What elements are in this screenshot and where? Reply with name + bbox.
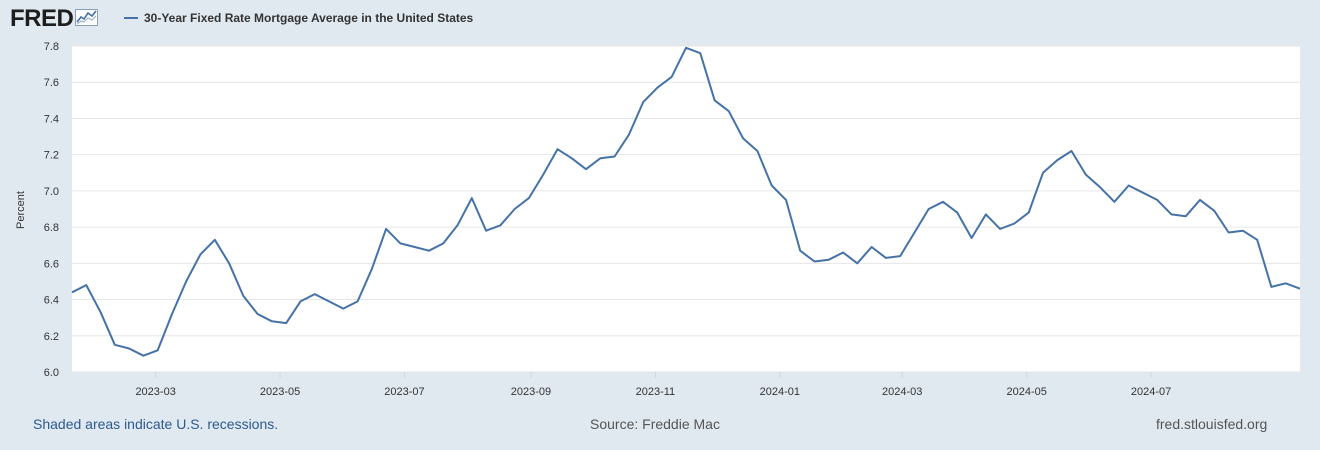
legend-swatch <box>124 17 138 19</box>
legend-label: 30-Year Fixed Rate Mortgage Average in t… <box>144 11 474 25</box>
x-tick-label: 2023-03 <box>135 386 175 398</box>
x-tick-label: 2024-03 <box>882 386 922 398</box>
plot-area <box>72 46 1300 372</box>
x-tick-label: 2023-07 <box>384 386 424 398</box>
chart-legend[interactable]: 30-Year Fixed Rate Mortgage Average in t… <box>124 11 473 25</box>
series-line <box>71 46 1301 357</box>
x-tick-label: 2024-01 <box>760 386 800 398</box>
x-tick-label: 2024-05 <box>1006 386 1046 398</box>
y-tick-label: 6.4 <box>44 295 59 307</box>
fred-chart-icon <box>75 7 99 32</box>
x-axis-ticks: 2023-03 2023-05 2023-07 2023-09 2023-11 2024-… <box>135 372 1171 398</box>
fred-logo-text: FRED <box>10 5 74 32</box>
y-tick-label: 6.8 <box>44 222 59 234</box>
y-tick-label: 7.2 <box>44 150 59 162</box>
x-tick-label: 2023-09 <box>511 386 551 398</box>
fred-logo[interactable]: FRED <box>10 6 99 32</box>
y-tick-label: 6.0 <box>44 367 59 379</box>
x-tick-label: 2023-11 <box>636 386 676 398</box>
x-tick-label: 2023-05 <box>260 386 300 398</box>
x-tick-label: 2024-07 <box>1131 386 1171 398</box>
source-note: Source: Freddie Mac <box>590 416 720 432</box>
site-url[interactable]: fred.stlouisfed.org <box>1156 416 1268 432</box>
y-axis-label: Percent <box>15 191 27 229</box>
grid-lines <box>72 45 1300 373</box>
y-axis-labels: 6.0 6.2 6.4 6.6 6.8 7.0 7.2 7.4 7.6 7.8 <box>44 41 59 379</box>
y-tick-label: 7.6 <box>44 77 59 89</box>
y-tick-label: 6.2 <box>44 331 59 343</box>
recessions-note[interactable]: Shaded areas indicate U.S. recessions. <box>33 416 279 432</box>
y-tick-label: 6.6 <box>44 258 59 270</box>
y-tick-label: 7.0 <box>44 186 59 198</box>
line-chart: 6.06.26.46.66.87.07.27.47.67.8 2023-03 20… <box>15 41 1301 398</box>
y-tick-label: 7.8 <box>44 41 59 53</box>
y-tick-label: 7.4 <box>44 113 59 125</box>
